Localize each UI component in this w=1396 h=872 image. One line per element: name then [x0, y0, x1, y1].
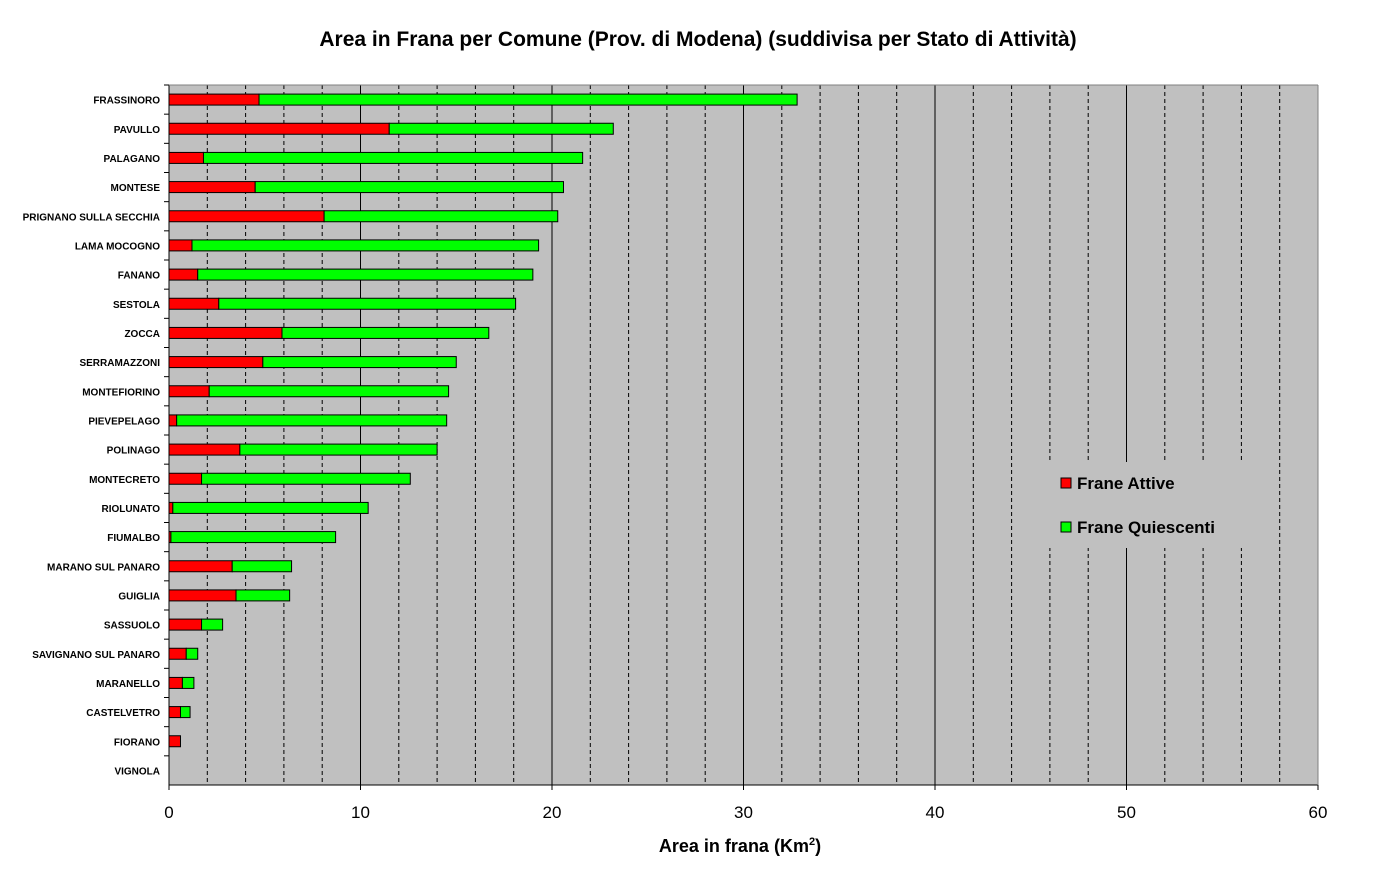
bar-frane-quiescenti: [202, 151, 584, 164]
bar-frane-quiescenti: [258, 93, 798, 106]
bar-frane-attive: [168, 589, 237, 602]
bar-frane-quiescenti: [172, 501, 369, 514]
category-label: PIEVEPELAGO: [88, 416, 160, 427]
bar-frane-quiescenti: [239, 443, 438, 456]
category-label: PALAGANO: [104, 154, 161, 165]
bar-frane-quiescenti: [218, 297, 517, 310]
x-tick-label: 60: [1309, 803, 1328, 822]
x-axis-label-superscript: 2: [808, 836, 816, 848]
bar-frane-quiescenti: [201, 472, 411, 485]
bar-frane-quiescenti: [191, 239, 540, 252]
bar-frane-attive: [168, 181, 256, 194]
bar-frane-attive: [168, 706, 181, 719]
x-tick-label: 30: [734, 803, 753, 822]
category-label: FIORANO: [114, 737, 160, 748]
bar-frane-quiescenti: [179, 706, 191, 719]
category-label: CASTELVETRO: [86, 708, 160, 719]
legend-label: Frane Attive: [1077, 474, 1175, 493]
bar-frane-quiescenti: [235, 589, 291, 602]
bar-frane-attive: [168, 122, 390, 135]
bar-frane-quiescenti: [170, 531, 337, 544]
category-label: VIGNOLA: [114, 766, 160, 777]
x-tick-label: 20: [543, 803, 562, 822]
category-label: MARANELLO: [96, 679, 160, 690]
bar-frane-attive: [168, 735, 181, 748]
bar-frane-attive: [168, 297, 220, 310]
category-label: MONTECRETO: [89, 475, 160, 486]
bar-frane-quiescenti: [197, 268, 534, 281]
x-axis-label-close: ): [815, 836, 822, 856]
x-axis-label-text: Area in frana (Km: [658, 836, 809, 856]
bar-frane-quiescenti: [181, 676, 195, 689]
category-label: POLINAGO: [107, 446, 161, 457]
bar-frane-attive: [168, 676, 183, 689]
bar-frane-quiescenti: [254, 181, 564, 194]
category-label: MARANO SUL PANARO: [47, 562, 160, 573]
bar-frane-attive: [168, 239, 193, 252]
category-label: LAMA MOCOGNO: [75, 241, 160, 252]
category-label: MONTESE: [111, 183, 161, 194]
bar-frane-quiescenti: [323, 210, 559, 223]
category-label: ZOCCA: [124, 329, 160, 340]
bar-frane-quiescenti: [262, 356, 457, 369]
bar-frane-attive: [168, 356, 264, 369]
bar-frane-attive: [168, 385, 210, 398]
category-label: FRASSINORO: [93, 96, 160, 107]
category-label: SESTOLA: [113, 300, 160, 311]
category-label: PAVULLO: [114, 125, 161, 136]
bar-frane-attive: [168, 501, 174, 514]
chart-title: Area in Frana per Comune (Prov. di Moden…: [319, 28, 1077, 51]
bar-frane-attive: [168, 151, 204, 164]
bar-frane-attive: [168, 560, 233, 573]
bar-frane-quiescenti: [281, 326, 490, 339]
x-axis-label: Area in frana (Km2): [560, 836, 920, 857]
legend-swatch: [1060, 477, 1072, 489]
bar-frane-quiescenti: [231, 560, 293, 573]
x-tick-label: 50: [1117, 803, 1136, 822]
bar-frane-attive: [168, 268, 199, 281]
bar-frane-attive: [168, 647, 187, 660]
bar-frane-attive: [168, 210, 325, 223]
legend-box: [1042, 462, 1242, 548]
category-label: RIOLUNATO: [101, 504, 160, 515]
bar-frane-attive: [168, 472, 203, 485]
legend-swatch: [1060, 521, 1072, 533]
bar-frane-attive: [168, 618, 203, 631]
bar-frane-attive: [168, 443, 241, 456]
bar-frane-attive: [168, 326, 283, 339]
x-tick-label: 40: [926, 803, 945, 822]
x-tick-label: 10: [351, 803, 370, 822]
category-label: FANANO: [118, 271, 160, 282]
bar-frane-quiescenti: [388, 122, 614, 135]
category-label: SAVIGNANO SUL PANARO: [32, 650, 160, 661]
legend-label: Frane Quiescenti: [1077, 518, 1215, 537]
bar-frane-quiescenti: [176, 414, 448, 427]
bar-frane-quiescenti: [208, 385, 450, 398]
category-label: PRIGNANO SULLA SECCHIA: [23, 212, 160, 223]
x-tick-label: 0: [164, 803, 173, 822]
category-label: SERRAMAZZONI: [79, 358, 160, 369]
bar-frane-attive: [168, 414, 178, 427]
category-label: MONTEFIORINO: [82, 387, 160, 398]
bar-frane-quiescenti: [201, 618, 224, 631]
bar-frane-attive: [168, 93, 260, 106]
category-label: SASSUOLO: [104, 621, 160, 632]
category-label: GUIGLIA: [118, 591, 160, 602]
category-label: FIUMALBO: [107, 533, 160, 544]
bar-frane-quiescenti: [185, 647, 199, 660]
